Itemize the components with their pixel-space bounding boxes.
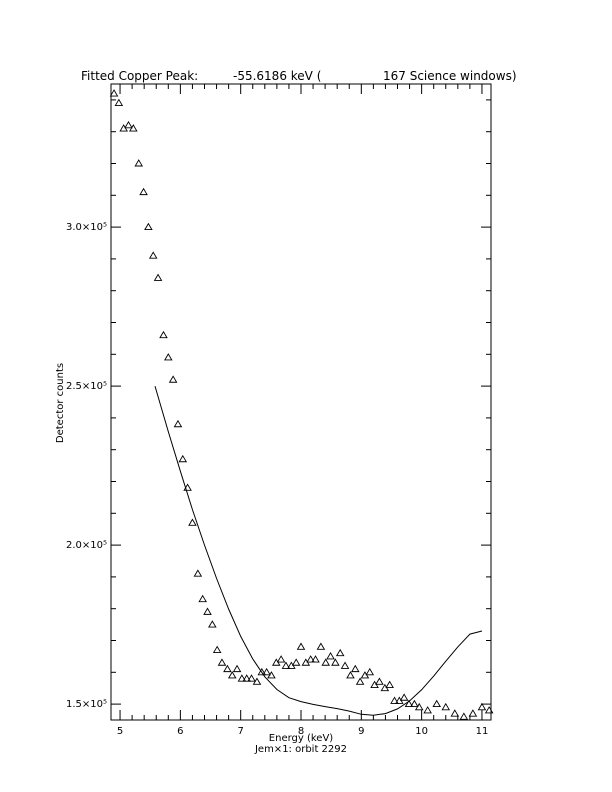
data-point-59 [399,693,409,701]
data-point-54 [375,677,384,685]
data-point-13 [173,419,183,428]
data-point-24 [227,671,237,679]
data-point-49 [351,664,360,673]
data-point-35 [281,661,291,669]
x-tick-label: 5 [117,726,123,737]
data-point-26 [237,674,247,682]
x-axis-label: Energy (keV) [269,733,334,744]
data-point-15 [183,483,192,491]
x-tick-label: 9 [358,726,364,737]
data-point-20 [208,620,217,628]
chart-title-windows: 167 Science windows) [383,69,517,83]
data-point-52 [365,667,375,676]
fit-curve [154,385,483,716]
data-point-61 [410,699,419,708]
data-point-63 [423,706,432,714]
data-point-3 [124,120,133,129]
data-point-18 [198,594,207,603]
data-point-23 [223,664,232,673]
data-point-69 [477,702,487,711]
x-tick-label: 7 [237,726,243,737]
data-point-37 [291,658,301,666]
data-point-16 [188,518,197,526]
data-point-21 [212,645,222,653]
data-point-27 [242,674,251,682]
data-point-6 [139,187,148,196]
data-point-1 [114,98,124,107]
data-point-7 [144,222,153,231]
data-point-4 [129,124,138,132]
data-point-17 [193,569,203,577]
data-point-42 [316,642,326,650]
data-point-28 [247,674,256,682]
data-point-14 [178,454,188,463]
data-point-34 [276,655,286,663]
data-point-48 [346,671,355,679]
fit-layer [154,385,483,716]
data-point-32 [267,671,276,679]
data-point-44 [326,652,335,660]
x-axis-ticks: 5 6 7 8 9 10 11 [117,84,488,737]
y-tick-label: 2.0×10⁵ [66,540,107,551]
chart-title-label: Fitted Copper Peak: [81,69,198,83]
x-tick-label: 11 [476,726,489,737]
y-axis-ticks: 1.5×10⁵ 2.0×10⁵ 2.5×10⁵ 3.0×10⁵ [66,99,491,710]
data-point-5 [134,159,144,167]
data-point-25 [232,664,242,673]
y-axis-label: Detector counts [55,363,66,443]
data-point-30 [257,667,267,676]
data-point-67 [459,712,469,720]
chart-subtitle: Jem×1: orbit 2292 [254,744,347,755]
data-point-11 [164,353,173,361]
x-tick-label: 6 [177,726,183,737]
data-point-70 [484,706,494,714]
y-tick-label: 1.5×10⁵ [66,699,107,710]
data-point-0 [109,89,119,97]
data-point-10 [159,330,168,339]
data-point-29 [252,677,262,685]
data-point-64 [432,699,441,708]
data-point-38 [296,642,306,650]
data-point-66 [450,709,460,717]
x-tick-label: 10 [415,726,428,737]
plot-frame [110,83,492,721]
data-points [109,89,494,720]
y-tick-label: 2.5×10⁵ [66,381,107,392]
data-point-65 [441,702,451,711]
data-point-19 [203,607,212,615]
data-point-57 [390,696,399,704]
x-tick-label: 8 [298,726,304,737]
data-point-40 [306,655,315,663]
data-point-62 [414,702,424,711]
y-tick-label: 3.0×10⁵ [66,222,107,233]
data-point-46 [335,648,345,657]
data-point-12 [168,375,178,383]
data-point-45 [331,658,340,666]
data-point-9 [153,273,163,281]
data-point-41 [311,655,320,663]
chart-title-value: -55.6186 keV ( [233,69,321,83]
data-point-47 [340,661,350,669]
data-point-22 [217,658,227,666]
data-point-8 [148,251,158,259]
data-point-68 [468,709,478,717]
data-point-56 [385,680,394,688]
chart-title: Fitted Copper Peak: -55.6186 keV ( 167 S… [81,69,517,83]
data-point-50 [355,677,365,685]
data-point-31 [262,667,271,676]
data-point-60 [404,699,414,708]
data-point-43 [321,658,331,666]
